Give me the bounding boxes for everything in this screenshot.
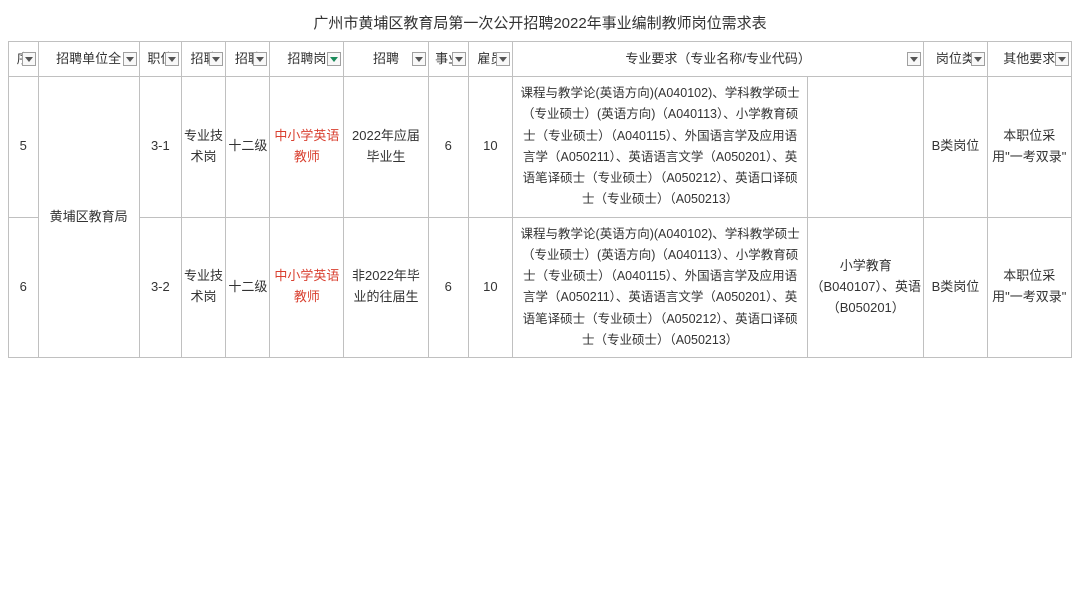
filter-icon[interactable]: [412, 52, 426, 66]
cell-level: 十二级: [226, 77, 270, 218]
col-source[interactable]: 招聘: [344, 42, 428, 77]
filter-icon[interactable]: [1055, 52, 1069, 66]
filter-icon[interactable]: [452, 52, 466, 66]
col-num2[interactable]: 雇员: [468, 42, 512, 77]
col-unit[interactable]: 招聘单位全: [38, 42, 139, 77]
cell-num1: 6: [428, 217, 468, 358]
cell-req1: 课程与教学论(英语方向)(A040102)、学科教学硕士（专业硕士）(英语方向)…: [513, 77, 808, 218]
header-row: 序 招聘单位全 职位 招聘 招聘 招聘岗 招聘 事业 雇员 专业要求（专业名称/…: [9, 42, 1072, 77]
cell-num1: 6: [428, 77, 468, 218]
filter-icon[interactable]: [123, 52, 137, 66]
col-level[interactable]: 招聘: [226, 42, 270, 77]
cell-level: 十二级: [226, 217, 270, 358]
col-seq[interactable]: 序: [9, 42, 39, 77]
cell-type: 专业技术岗: [181, 77, 225, 218]
col-job[interactable]: 招聘岗: [270, 42, 344, 77]
filter-icon[interactable]: [907, 52, 921, 66]
cell-source: 非2022年毕业的往届生: [344, 217, 428, 358]
cell-source: 2022年应届毕业生: [344, 77, 428, 218]
cell-num2: 10: [468, 217, 512, 358]
table-row: 5 黄埔区教育局 3-1 专业技术岗 十二级 中小学英语教师 2022年应届毕业…: [9, 77, 1072, 218]
filter-icon[interactable]: [209, 52, 223, 66]
table-row: 6 3-2 专业技术岗 十二级 中小学英语教师 非2022年毕业的往届生 6 1…: [9, 217, 1072, 358]
cell-other: 本职位采用"一考双录": [987, 77, 1071, 218]
filter-icon[interactable]: [253, 52, 267, 66]
cell-unit: 黄埔区教育局: [38, 77, 139, 358]
filter-icon[interactable]: [165, 52, 179, 66]
cell-seq: 5: [9, 77, 39, 218]
table-title: 广州市黄埔区教育局第一次公开招聘2022年事业编制教师岗位需求表: [8, 12, 1072, 33]
filter-icon[interactable]: [971, 52, 985, 66]
cell-req1: 课程与教学论(英语方向)(A040102)、学科教学硕士（专业硕士）(英语方向)…: [513, 217, 808, 358]
filter-icon[interactable]: [22, 52, 36, 66]
cell-job: 中小学英语教师: [270, 217, 344, 358]
col-pos[interactable]: 职位: [139, 42, 181, 77]
col-other[interactable]: 其他要求: [987, 42, 1071, 77]
col-num1[interactable]: 事业: [428, 42, 468, 77]
cell-other: 本职位采用"一考双录": [987, 217, 1071, 358]
col-type[interactable]: 招聘: [181, 42, 225, 77]
cell-pos: 3-2: [139, 217, 181, 358]
filter-icon[interactable]: [496, 52, 510, 66]
cell-pos: 3-1: [139, 77, 181, 218]
cell-job: 中小学英语教师: [270, 77, 344, 218]
filter-icon-active[interactable]: [327, 52, 341, 66]
requirements-table: 序 招聘单位全 职位 招聘 招聘 招聘岗 招聘 事业 雇员 专业要求（专业名称/…: [8, 41, 1072, 358]
cell-req2: 小学教育（B040107）、英语（B050201）: [808, 217, 924, 358]
cell-cat: B类岗位: [924, 77, 987, 218]
cell-seq: 6: [9, 217, 39, 358]
cell-num2: 10: [468, 77, 512, 218]
col-cat[interactable]: 岗位类: [924, 42, 987, 77]
cell-cat: B类岗位: [924, 217, 987, 358]
col-req[interactable]: 专业要求（专业名称/专业代码）: [513, 42, 924, 77]
cell-req2: [808, 77, 924, 218]
cell-type: 专业技术岗: [181, 217, 225, 358]
